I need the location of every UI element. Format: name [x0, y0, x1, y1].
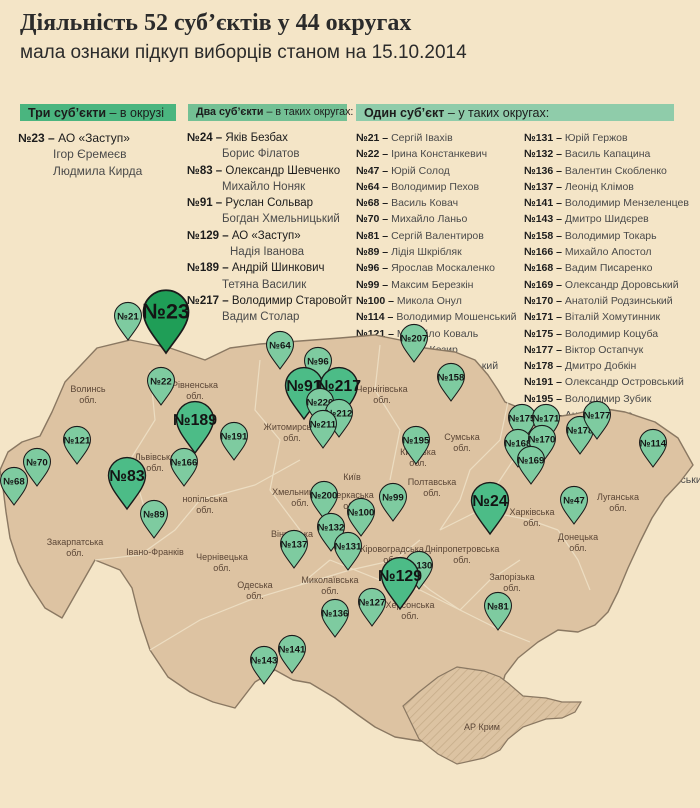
svg-text:Полтавська: Полтавська: [408, 477, 457, 487]
svg-text:№171: №171: [533, 413, 560, 424]
svg-text:№195: №195: [403, 435, 430, 446]
svg-text:№158: №158: [438, 372, 465, 383]
svg-text:АР Крим: АР Крим: [464, 722, 500, 732]
svg-text:обл.: обл.: [246, 591, 264, 601]
svg-text:№170: №170: [529, 434, 556, 445]
svg-text:Львівська: Львівська: [135, 452, 175, 462]
svg-text:№166: №166: [171, 457, 198, 468]
svg-text:Миколаївська: Миколаївська: [301, 575, 358, 585]
svg-text:№99: №99: [382, 492, 403, 503]
svg-text:№129: №129: [378, 568, 422, 585]
svg-text:№141: №141: [279, 644, 306, 655]
svg-text:обл.: обл.: [283, 433, 301, 443]
svg-text:Луганська: Луганська: [597, 492, 639, 502]
svg-text:обл.: обл.: [373, 395, 391, 405]
svg-text:№189: №189: [173, 412, 217, 429]
svg-text:№81: №81: [487, 601, 509, 612]
svg-text:Дніпропетровська: Дніпропетровська: [425, 544, 500, 554]
svg-text:обл.: обл.: [453, 555, 471, 565]
svg-text:обл.: обл.: [291, 498, 309, 508]
svg-text:обл.: обл.: [186, 391, 204, 401]
svg-text:обл.: обл.: [569, 543, 587, 553]
svg-text:№175: №175: [509, 413, 536, 424]
svg-text:№132: №132: [318, 522, 345, 533]
svg-text:№21: №21: [117, 311, 139, 322]
svg-text:Харківська: Харківська: [510, 507, 555, 517]
svg-text:обл.: обл.: [609, 503, 627, 513]
svg-text:обл.: обл.: [401, 611, 419, 621]
svg-text:№96: №96: [307, 356, 328, 367]
svg-text:№131: №131: [335, 541, 362, 552]
svg-text:№191: №191: [221, 431, 248, 442]
svg-text:№70: №70: [26, 457, 47, 468]
svg-text:№177: №177: [584, 410, 611, 421]
svg-text:№211: №211: [310, 419, 337, 430]
svg-text:обл.: обл.: [423, 488, 441, 498]
svg-text:обл.: обл.: [453, 443, 471, 453]
svg-text:№23: №23: [142, 300, 190, 324]
svg-text:№127: №127: [359, 597, 386, 608]
svg-text:нопільська: нопільська: [182, 494, 227, 504]
svg-text:обл.: обл.: [146, 463, 164, 473]
svg-text:Херсонська: Херсонська: [386, 600, 435, 610]
svg-text:Чернігівська: Чернігівська: [356, 384, 407, 394]
svg-text:№137: №137: [281, 539, 308, 550]
svg-text:№24: №24: [472, 493, 507, 510]
svg-text:обл.: обл.: [66, 548, 84, 558]
svg-text:Сумська: Сумська: [444, 432, 479, 442]
svg-text:№200: №200: [311, 490, 338, 501]
svg-text:Волинсь: Волинсь: [70, 384, 106, 394]
svg-text:обл.: обл.: [196, 505, 214, 515]
svg-text:Івано-Франків: Івано-Франків: [126, 547, 184, 557]
svg-text:Рівненська: Рівненська: [172, 380, 218, 390]
svg-text:Донецька: Донецька: [558, 532, 598, 542]
svg-text:обл.: обл.: [213, 563, 231, 573]
svg-text:обл.: обл.: [79, 395, 97, 405]
svg-text:№83: №83: [109, 468, 144, 485]
svg-text:№121: №121: [64, 435, 91, 446]
svg-text:№143: №143: [251, 655, 278, 666]
svg-text:№207: №207: [401, 333, 428, 344]
svg-text:Запорізька: Запорізька: [489, 572, 534, 582]
svg-text:№68: №68: [3, 476, 25, 487]
svg-text:№89: №89: [143, 509, 164, 520]
svg-text:обл.: обл.: [523, 518, 541, 528]
svg-text:Закарпатська: Закарпатська: [47, 537, 104, 547]
svg-text:№22: №22: [150, 376, 171, 387]
svg-text:Чернівецька: Чернівецька: [196, 552, 248, 562]
svg-text:№100: №100: [348, 507, 375, 518]
svg-text:обл.: обл.: [321, 586, 339, 596]
svg-text:№47: №47: [563, 495, 584, 506]
svg-text:№169: №169: [518, 455, 545, 466]
svg-text:№64: №64: [269, 340, 291, 351]
svg-text:№114: №114: [640, 438, 667, 449]
svg-text:Одеська: Одеська: [237, 580, 272, 590]
svg-text:№136: №136: [322, 608, 349, 619]
svg-text:Київ: Київ: [343, 472, 361, 482]
svg-text:обл.: обл.: [503, 583, 521, 593]
